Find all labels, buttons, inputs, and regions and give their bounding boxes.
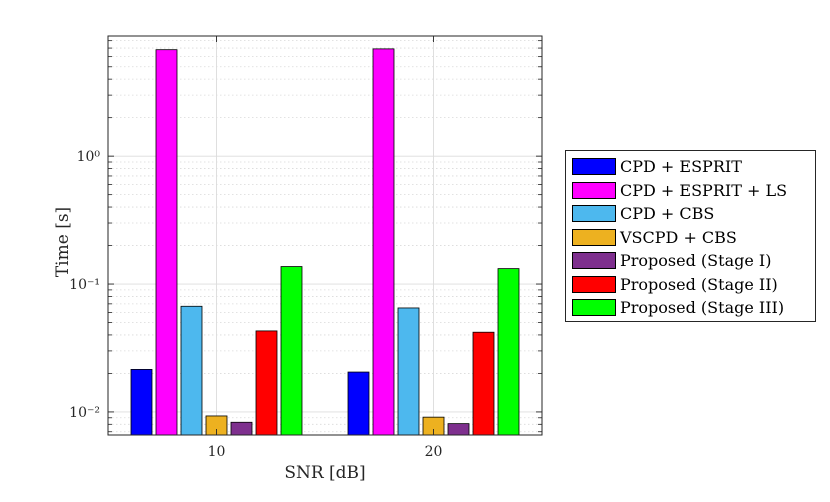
bar-20-5 <box>447 423 470 436</box>
bar-10-1 <box>130 369 153 436</box>
legend: CPD + ESPRIT CPD + ESPRIT + LS CPD + CBS VS… <box>565 150 816 322</box>
y-tick-label: 10⁻² <box>69 405 100 421</box>
bar-20-1 <box>347 371 370 436</box>
legend-label: CPD + ESPRIT + LS <box>620 180 788 200</box>
bar-10-3 <box>180 305 203 436</box>
legend-swatch <box>572 205 616 223</box>
legend-label: Proposed (Stage I) <box>620 251 772 271</box>
bar-10-5 <box>230 421 253 436</box>
legend-swatch <box>572 275 616 293</box>
legend-swatch <box>572 299 616 317</box>
axis-layer: 10⁻² 10⁻¹ 10⁰ 10 20 <box>69 35 543 460</box>
bar-20-7 <box>497 268 520 436</box>
legend-item: Proposed (Stage I) <box>572 249 815 273</box>
bar-20-3 <box>397 307 420 436</box>
bar-10-6 <box>255 330 278 436</box>
legend-swatch <box>572 252 616 270</box>
legend-item: CPD + ESPRIT <box>572 155 815 179</box>
x-tick-label: 10 <box>208 444 226 460</box>
plot-area <box>108 36 542 435</box>
y-tick-label: 10⁻¹ <box>69 277 100 293</box>
legend-swatch <box>572 158 616 176</box>
grid-layer <box>108 36 542 435</box>
legend-item: CPD + CBS <box>572 202 815 226</box>
bar-10-7 <box>280 266 303 436</box>
legend-label: VSCPD + CBS <box>620 227 737 247</box>
axes-frame <box>107 35 543 436</box>
legend-label: Proposed (Stage III) <box>620 298 785 318</box>
legend-item: VSCPD + CBS <box>572 226 815 250</box>
legend-item: CPD + ESPRIT + LS <box>572 179 815 203</box>
legend-swatch <box>572 228 616 246</box>
legend-item: Proposed (Stage II) <box>572 273 815 297</box>
bar-10-2 <box>155 49 178 436</box>
x-tick-label: 20 <box>425 444 443 460</box>
legend-swatch <box>572 181 616 199</box>
y-tick-label: 10⁰ <box>77 149 101 165</box>
legend-label: CPD + ESPRIT <box>620 157 742 177</box>
bar-layer <box>130 48 520 436</box>
bar-20-6 <box>472 331 495 436</box>
legend-item: Proposed (Stage III) <box>572 296 815 320</box>
x-axis-label: SNR [dB] <box>284 463 365 483</box>
y-axis-label: Time [s] <box>53 207 73 277</box>
bar-20-2 <box>372 48 395 436</box>
legend-label: Proposed (Stage II) <box>620 274 778 294</box>
legend-label: CPD + CBS <box>620 204 715 224</box>
